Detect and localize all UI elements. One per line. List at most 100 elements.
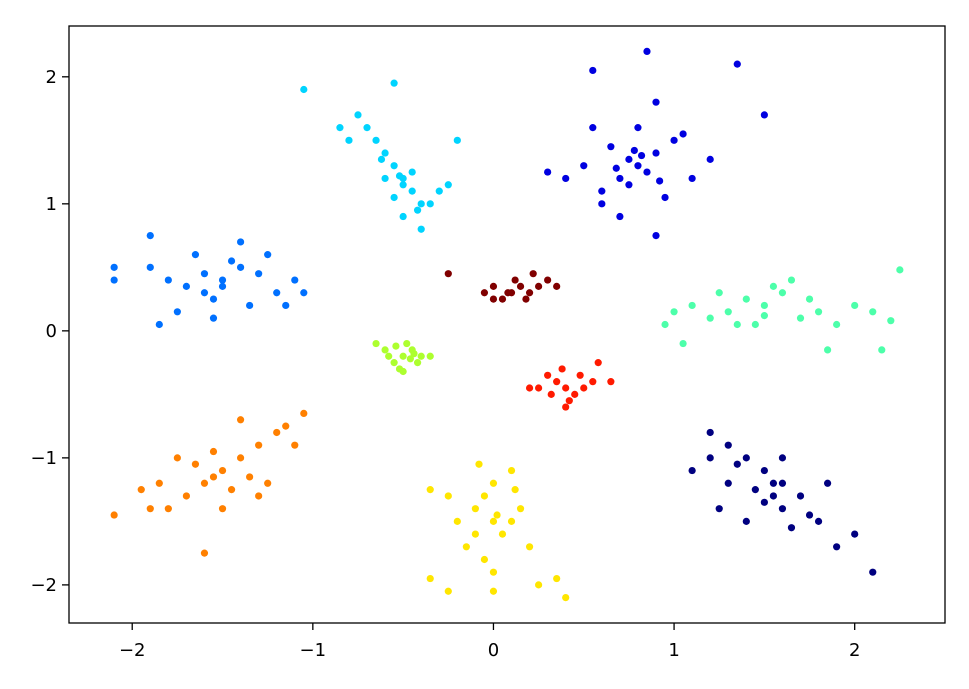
scatter-point-series-0-15 [769, 492, 778, 500]
scatter-point-series-0-23 [778, 454, 787, 462]
scatter-point-series-0-20 [824, 479, 832, 487]
scatter-point-series-4-22 [787, 276, 796, 284]
scatter-point-series-7-17 [110, 511, 118, 519]
scatter-point-series-7-15 [291, 441, 299, 449]
scatter-point-series-7-6 [209, 447, 218, 456]
scatter-point-series-2-12 [291, 276, 299, 284]
scatter-point-series-1-1 [616, 174, 624, 183]
scatter-point-series-8-0 [562, 384, 570, 392]
scatter-point-series-4-20 [679, 339, 687, 348]
scatter-point-series-3-15 [435, 187, 443, 195]
scatter-point-series-1-20 [643, 47, 651, 56]
scatter-point-series-6-7 [453, 517, 461, 525]
scatter-point-series-9-4 [511, 276, 519, 284]
scatter-point-series-2-15 [110, 263, 118, 271]
scatter-point-series-2-10 [246, 301, 254, 310]
scatter-point-series-0-4 [778, 479, 787, 487]
scatter-point-series-6-3 [480, 492, 489, 500]
scatter-point-series-4-1 [724, 308, 732, 316]
scatter-point-series-6-14 [471, 530, 479, 538]
scatter-point-series-2-7 [164, 276, 172, 284]
scatter-point-series-8-4 [580, 384, 588, 392]
scatter-point-series-7-1 [236, 454, 245, 462]
scatter-point-series-1-11 [589, 124, 597, 132]
scatter-point-series-9-1 [516, 282, 525, 290]
scatter-point-series-1-19 [733, 60, 741, 68]
scatter-point-series-6-11 [444, 492, 452, 500]
scatter-point-series-5-4 [381, 346, 389, 354]
scatter-point-series-0-7 [833, 543, 841, 551]
scatter-point-series-4-23 [733, 320, 741, 329]
scatter-point-series-7-10 [191, 460, 200, 468]
scatter-point-series-4-5 [706, 314, 714, 322]
scatter-point-series-2-9 [191, 251, 200, 259]
scatter-point-series-7-22 [218, 505, 227, 513]
scatter-point-series-0-24 [769, 479, 778, 487]
scatter-point-series-2-6 [227, 257, 236, 265]
scatter-point-series-2-1 [200, 289, 209, 297]
scatter-point-series-8-12 [594, 359, 602, 367]
x-tick-label-4: 2 [849, 640, 860, 661]
scatter-point-series-1-13 [562, 174, 570, 183]
scatter-point-series-2-23 [218, 282, 227, 290]
scatter-point-series-2-19 [209, 314, 218, 322]
scatter-point-series-1-4 [670, 136, 678, 144]
scatter-point-series-7-12 [173, 454, 181, 462]
scatter-point-series-3-5 [417, 200, 425, 208]
scatter-point-series-7-3 [255, 441, 263, 449]
scatter-point-series-4-19 [878, 346, 886, 354]
scatter-point-series-1-12 [706, 155, 714, 163]
scatter-point-series-1-5 [625, 155, 633, 163]
scatter-point-series-5-7 [413, 359, 422, 367]
scatter-point-series-2-20 [236, 238, 245, 246]
scatter-point-series-4-18 [887, 317, 895, 325]
scatter-point-series-7-0 [218, 466, 227, 475]
y-tick-label-0: −2 [30, 575, 57, 596]
scatter-point-series-2-5 [209, 295, 218, 303]
scatter-point-series-1-15 [616, 212, 624, 221]
scatter-point-series-1-21 [589, 66, 597, 75]
scatter-point-series-7-23 [255, 492, 263, 500]
scatter-point-series-3-7 [399, 212, 407, 221]
scatter-point-series-9-8 [535, 282, 543, 290]
scatter-point-series-5-11 [399, 367, 407, 376]
scatter-point-series-0-13 [778, 505, 787, 513]
scatter-point-series-3-10 [381, 174, 389, 183]
scatter-point-series-3-18 [453, 136, 461, 144]
scatter-point-series-3-19 [336, 124, 344, 132]
scatter-point-series-8-9 [562, 403, 570, 411]
scatter-point-series-8-6 [558, 365, 566, 373]
scatter-point-series-6-17 [535, 581, 543, 589]
scatter-point-series-2-21 [155, 320, 163, 329]
scatter-point-series-8-13 [607, 378, 615, 386]
scatter-point-series-3-23 [377, 155, 386, 163]
scatter-point-series-0-22 [706, 454, 714, 462]
scatter-point-series-6-9 [480, 555, 489, 564]
scatter-point-series-3-9 [354, 111, 362, 119]
scatter-point-series-1-18 [652, 98, 660, 106]
x-tick-label-1: −1 [300, 640, 327, 661]
scatter-point-series-1-8 [688, 174, 696, 183]
scatter-point-series-5-2 [390, 359, 398, 367]
scatter-point-series-5-8 [385, 352, 393, 360]
scatter-point-series-8-8 [589, 378, 597, 386]
scatter-point-series-6-24 [493, 511, 501, 519]
scatter-point-series-8-1 [553, 378, 561, 386]
scatter-point-series-3-17 [390, 79, 398, 87]
scatter-point-series-4-21 [824, 346, 832, 354]
scatter-point-series-4-14 [805, 295, 814, 303]
scatter-point-series-7-9 [246, 473, 254, 481]
scatter-point-series-7-21 [236, 416, 245, 424]
scatter-point-series-5-12 [410, 350, 418, 358]
scatter-point-series-5-3 [417, 352, 425, 360]
scatter-point-series-0-6 [814, 517, 823, 525]
scatter-point-series-8-10 [576, 371, 584, 379]
scatter-point-series-1-29 [630, 146, 638, 155]
scatter-point-series-6-19 [444, 587, 452, 595]
scatter-point-series-6-15 [426, 486, 434, 494]
scatter-point-series-4-8 [833, 320, 841, 329]
scatter-point-series-7-7 [273, 428, 281, 437]
scatter-point-series-6-12 [525, 543, 534, 551]
